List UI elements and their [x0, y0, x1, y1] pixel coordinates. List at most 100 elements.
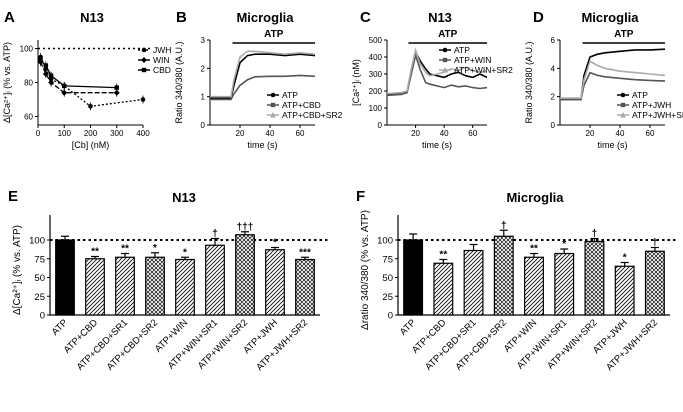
stimulus-label: ATP: [264, 29, 284, 40]
legend-label: ATP: [282, 90, 298, 100]
significance-label: †: [212, 229, 218, 240]
y-tick-label: 100: [20, 45, 34, 54]
panel-label: B: [176, 9, 187, 26]
y-tick-label: 3: [201, 36, 206, 45]
data-point: [61, 89, 68, 96]
significance-label: *: [273, 238, 277, 249]
significance-label: †: [592, 229, 598, 240]
data-point: [48, 73, 54, 78]
significance-label: *: [562, 239, 566, 250]
legend-label: ATP+CBD+SR2: [282, 110, 343, 120]
series-line-atp-cbd: [210, 74, 316, 101]
data-point: [43, 63, 49, 68]
significance-label: †: [501, 220, 507, 231]
x-tick-label: 200: [84, 129, 98, 138]
legend-label: ATP+CBD: [282, 100, 321, 110]
series-line-jwh: [40, 56, 144, 107]
bar: [235, 234, 255, 316]
y-tick-label: 0: [40, 311, 45, 322]
chart-title: Microglia: [506, 190, 564, 205]
y-axis-label: [Ca²⁺]ᵢ (nM): [351, 59, 361, 106]
x-tick-label: 0: [36, 129, 41, 138]
y-tick-label: 25: [34, 292, 45, 303]
y-tick-label: 200: [369, 87, 383, 96]
significance-label: *: [153, 243, 157, 254]
bar: [644, 250, 665, 316]
panel-a: A N13 60 80 100 0 100 200 300 400 [Cb] (nM) Δ[Ca²⁺]…: [2, 9, 171, 150]
panel-label: A: [4, 9, 15, 26]
x-tick-label: ATP: [50, 317, 70, 337]
y-axis-label: Δratio 340/380 (% vs. ATP): [360, 210, 371, 330]
y-tick-label: 0: [201, 121, 206, 130]
y-tick-label: 25: [382, 292, 393, 303]
x-tick-label: 20: [411, 129, 420, 138]
y-axis-label: Ratio 340/380 (A.U.): [524, 41, 534, 123]
bar: [433, 262, 454, 316]
legend-label: ATP+WIN+SR2: [454, 65, 513, 75]
x-axis-label: time (s): [598, 140, 628, 150]
chart-title: N13: [172, 190, 196, 205]
bar: [554, 252, 575, 316]
bar: [463, 249, 484, 316]
y-tick-label: 2: [551, 93, 556, 102]
x-tick-label: 60: [468, 129, 477, 138]
bar: [403, 239, 424, 316]
panel-label: D: [533, 9, 544, 26]
x-tick-label: 40: [440, 129, 449, 138]
y-axis-label: Ratio 340/380 (A.U.): [174, 41, 184, 123]
panel-f: F Microglia 0 25 50 75 100 Δratio 340/380 (% vs…: [356, 188, 678, 373]
x-tick-label: 40: [266, 129, 275, 138]
legend-marker: [270, 102, 276, 108]
legend-label: ATP+WIN: [454, 55, 491, 65]
data-point: [113, 89, 120, 96]
panel-label: F: [356, 188, 365, 205]
y-tick-label: 50: [382, 273, 393, 284]
panel-d: D Microglia 0 2 4 6 20 40 60 time (s) Ratio 340/38…: [524, 9, 683, 150]
series-line-atp-win-sr2: [386, 47, 488, 95]
y-tick-label: 2: [201, 64, 206, 73]
data-point: [114, 85, 119, 90]
significance-label: ***: [299, 247, 311, 258]
panel-b: B Microglia 0 1 2 3 20 40 60 time (s) Ratio 340/38…: [174, 9, 343, 150]
y-tick-label: 4: [551, 64, 556, 73]
y-tick-label: 6: [551, 36, 556, 45]
y-tick-label: 500: [369, 36, 383, 45]
y-tick-label: 60: [24, 113, 33, 122]
significance-label: †: [652, 238, 658, 249]
y-tick-label: 75: [382, 254, 393, 265]
bar: [614, 265, 635, 316]
significance-label: **: [91, 247, 99, 258]
legend-marker: [442, 67, 448, 73]
chart-title: Microglia: [581, 10, 639, 25]
y-tick-label: 300: [369, 70, 383, 79]
bar: [55, 239, 75, 316]
y-tick-label: 1: [201, 93, 206, 102]
x-tick-label: 400: [136, 129, 150, 138]
bar: [265, 249, 285, 316]
panel-label: C: [360, 9, 371, 26]
legend-label: ATP: [454, 45, 470, 55]
bar: [205, 244, 225, 316]
legend-marker: [442, 57, 448, 63]
chart-title: Microglia: [236, 10, 294, 25]
legend-marker: [141, 57, 147, 63]
data-point: [88, 104, 93, 109]
y-tick-label: 80: [24, 79, 33, 88]
y-axis-label: Δ[Ca²⁺]ᵢ (% vs. ATP): [2, 42, 12, 123]
legend-label: WIN: [153, 55, 170, 65]
chart-title: N13: [80, 10, 104, 25]
x-tick-label: 20: [236, 129, 245, 138]
series-line-atp-cbd-sr2: [210, 50, 316, 98]
legend-label: CBD: [153, 65, 171, 75]
bar: [295, 258, 315, 316]
bar: [85, 258, 105, 316]
stimulus-label: ATP: [438, 29, 458, 40]
y-tick-label: 50: [34, 273, 45, 284]
x-tick-label: 20: [586, 129, 595, 138]
y-tick-label: 0: [378, 121, 383, 130]
panel-c: C N13 0 100 200 300 400 500 20 40 60 time (s) [Ca²⁺]…: [351, 9, 513, 150]
stimulus-label: ATP: [614, 29, 634, 40]
panel-label: E: [8, 188, 18, 205]
